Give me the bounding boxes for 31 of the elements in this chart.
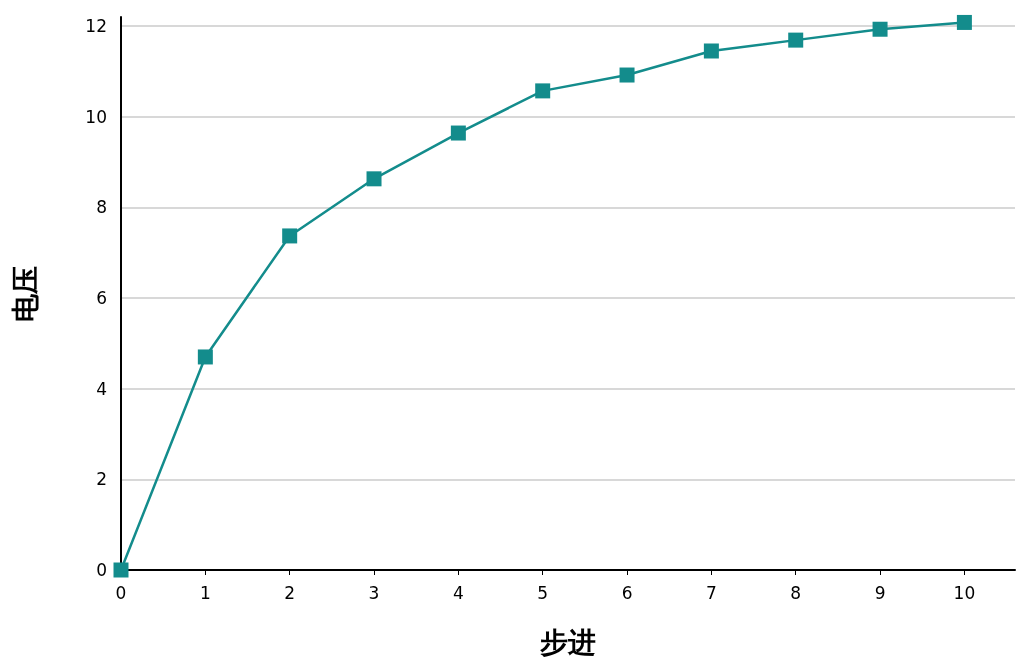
point bbox=[872, 21, 888, 37]
y-tick-label: 12 bbox=[85, 16, 107, 37]
point bbox=[703, 43, 719, 59]
point bbox=[282, 228, 298, 244]
point bbox=[788, 32, 804, 48]
x-tick-label: 5 bbox=[537, 582, 549, 603]
x-tick-label: 0 bbox=[115, 582, 127, 603]
y-tick-label: 6 bbox=[96, 288, 107, 309]
y-tick-label: 8 bbox=[96, 197, 107, 218]
point bbox=[619, 67, 635, 83]
x-tick-label: 4 bbox=[452, 582, 464, 603]
y-tick-label: 10 bbox=[85, 106, 107, 127]
x-tick-label: 7 bbox=[705, 582, 717, 603]
x-tick-label: 8 bbox=[790, 582, 802, 603]
y-tick-label: 2 bbox=[96, 469, 107, 490]
y-tick-label: 4 bbox=[96, 378, 107, 399]
x-tick-label: 6 bbox=[621, 582, 633, 603]
x-axis-title: 步进 bbox=[540, 625, 596, 659]
point bbox=[535, 83, 551, 99]
point bbox=[956, 14, 972, 30]
point bbox=[450, 125, 466, 141]
x-tick-label: 3 bbox=[368, 582, 380, 603]
y-axis-title: 电压 bbox=[8, 265, 42, 322]
point bbox=[197, 349, 213, 365]
y-tick-label: 0 bbox=[96, 560, 107, 580]
x-tick-label: 10 bbox=[953, 582, 976, 603]
x-tick-label: 1 bbox=[199, 582, 211, 603]
point bbox=[113, 562, 129, 578]
x-tick-label: 2 bbox=[284, 582, 296, 603]
x-tick-label: 9 bbox=[874, 582, 886, 603]
point bbox=[366, 171, 382, 187]
